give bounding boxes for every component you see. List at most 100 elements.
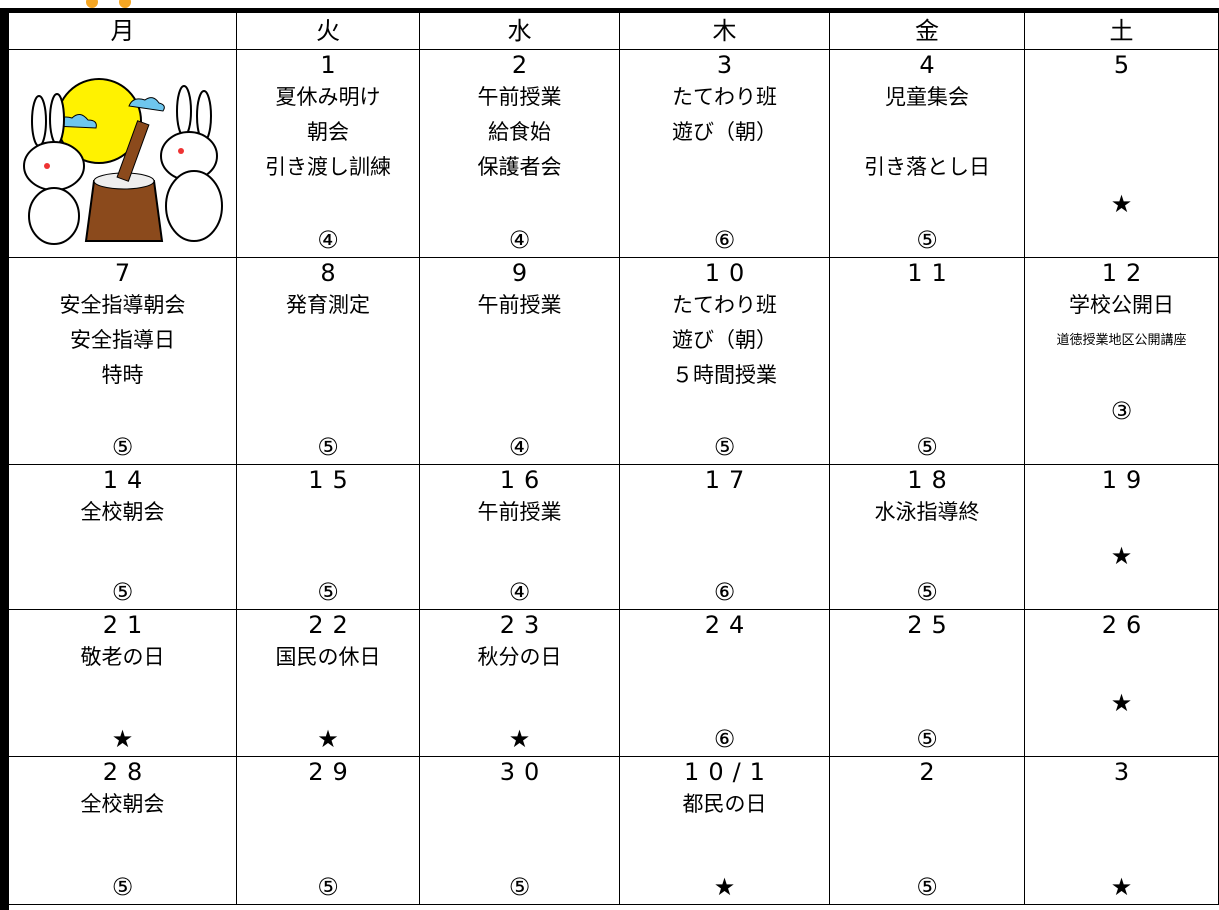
period-mark: ⑤ xyxy=(508,873,531,901)
period-mark: ★ xyxy=(1110,873,1133,901)
date: 19 xyxy=(1101,466,1151,494)
event: 全校朝会 xyxy=(80,792,165,816)
date: 11 xyxy=(907,259,956,287)
event: 発育測定 xyxy=(286,293,370,317)
day-cell: 18 水泳指導終 ⑤ xyxy=(830,465,1025,610)
date: 28 xyxy=(102,758,152,786)
date: 2 xyxy=(511,51,537,79)
date: 21 xyxy=(102,611,152,639)
period-mark: ★ xyxy=(1110,190,1133,218)
day-cell: 11 ⑤ xyxy=(830,258,1025,465)
day-cell: 30 ⑤ xyxy=(420,757,620,905)
day-cell: 29 ⑤ xyxy=(237,757,420,905)
period-mark: ★ xyxy=(111,725,134,753)
date: 23 xyxy=(499,611,549,639)
date: 9 xyxy=(511,259,537,287)
event: 学校公開日 xyxy=(1069,293,1174,317)
event: 朝会 xyxy=(307,120,349,144)
date: 30 xyxy=(499,758,549,786)
day-cell: 19 ★ xyxy=(1025,465,1219,610)
date: 1 xyxy=(320,51,345,79)
event: 午前授業 xyxy=(477,293,562,317)
day-cell: 24 ⑥ xyxy=(620,610,830,757)
day-header: 月 xyxy=(9,12,237,50)
period-mark: ⑤ xyxy=(916,578,938,606)
period-mark: ④ xyxy=(508,433,531,461)
frame-left xyxy=(0,10,9,910)
day-cell: 28 全校朝会 ⑤ xyxy=(9,757,237,905)
date: 29 xyxy=(308,758,357,786)
period-mark: ③ xyxy=(1110,397,1133,425)
day-cell: 4 児童集会 引き落とし日 ⑤ xyxy=(830,50,1025,258)
date: 8 xyxy=(320,259,345,287)
period-mark: ★ xyxy=(317,725,339,753)
event: 道徳授業地区公開講座 xyxy=(1056,333,1187,348)
period-mark: ⑥ xyxy=(713,226,736,254)
day-cell: 3 ★ xyxy=(1025,757,1219,905)
day-cell: 1 夏休み明け 朝会 引き渡し訓練 ④ xyxy=(237,50,420,258)
day-cell: 21 敬老の日 ★ xyxy=(9,610,237,757)
day-header: 金 xyxy=(830,12,1025,50)
day-cell: 7 安全指導朝会 安全指導日 特時 ⑤ xyxy=(9,258,237,465)
day-header: 火 xyxy=(237,12,420,50)
event: 特時 xyxy=(101,363,144,387)
event: 水泳指導終 xyxy=(874,500,980,524)
date: 25 xyxy=(907,611,956,639)
period-mark: ⑤ xyxy=(111,578,134,606)
period-mark: ⑤ xyxy=(111,433,134,461)
date: 14 xyxy=(102,466,152,494)
event: たてわり班 xyxy=(672,293,777,317)
date: 2 xyxy=(919,758,944,786)
period-mark: ★ xyxy=(508,725,531,753)
period-mark: ⑥ xyxy=(713,725,736,753)
period-mark: ★ xyxy=(1110,542,1133,570)
event: 安全指導日 xyxy=(70,328,175,352)
period-mark: ⑤ xyxy=(713,433,736,461)
day-header: 水 xyxy=(420,12,620,50)
event: 敬老の日 xyxy=(80,645,165,669)
event: 児童集会 xyxy=(885,85,969,109)
event: 引き落とし日 xyxy=(864,155,990,179)
date: 16 xyxy=(499,466,549,494)
day-header: 木 xyxy=(620,12,830,50)
event: ５時間授業 xyxy=(672,363,777,387)
date: 22 xyxy=(308,611,357,639)
period-mark: ⑤ xyxy=(916,433,938,461)
day-cell: 23 秋分の日 ★ xyxy=(420,610,620,757)
day-cell: 8 発育測定 ⑤ xyxy=(237,258,420,465)
date: 3 xyxy=(716,51,742,79)
event: 国民の休日 xyxy=(275,645,381,669)
day-cell: 17 ⑥ xyxy=(620,465,830,610)
event: 午前授業 xyxy=(477,85,562,109)
date: 15 xyxy=(308,466,357,494)
event: 引き渡し訓練 xyxy=(265,155,391,179)
period-mark: ④ xyxy=(508,578,531,606)
day-cell: 12 学校公開日 道徳授業地区公開講座 ③ xyxy=(1025,258,1219,465)
event: 全校朝会 xyxy=(80,500,165,524)
day-cell: 10 たてわり班遊び（朝） ５時間授業 ⑤ xyxy=(620,258,830,465)
date: 24 xyxy=(704,611,754,639)
date: 10/1 xyxy=(684,758,774,786)
date: 7 xyxy=(114,259,140,287)
day-cell: 16 午前授業 ④ xyxy=(420,465,620,610)
day-header: 土 xyxy=(1025,12,1219,50)
day-cell: 2 午前授業 給食始 保護者会 ④ xyxy=(420,50,620,258)
flower-deco xyxy=(86,0,131,8)
date: 26 xyxy=(1101,611,1151,639)
date: 10 xyxy=(704,259,754,287)
day-cell: 22 国民の休日 ★ xyxy=(237,610,420,757)
illustration-cell xyxy=(9,50,237,258)
period-mark: ⑤ xyxy=(916,873,938,901)
date: 17 xyxy=(704,466,754,494)
day-cell: 14 全校朝会 ⑤ xyxy=(9,465,237,610)
event: 秋分の日 xyxy=(477,645,562,669)
date: 5 xyxy=(1113,51,1139,79)
moon-rabbits-illustration xyxy=(23,78,223,245)
event: 都民の日 xyxy=(682,792,767,816)
day-cell: 25 ⑤ xyxy=(830,610,1025,757)
frame-top xyxy=(0,8,1219,13)
day-cell: 10/1 都民の日 ★ xyxy=(620,757,830,905)
event: 遊び（朝） xyxy=(672,328,777,352)
